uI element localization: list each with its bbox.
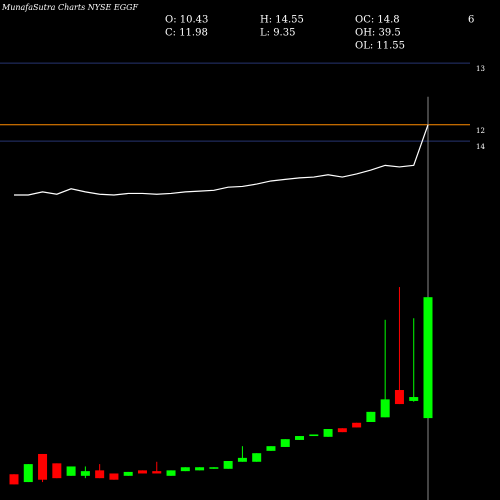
candle-body — [237, 457, 247, 462]
candle-body — [280, 439, 290, 447]
candle-body — [309, 434, 319, 437]
reference-label: 13 — [476, 65, 485, 73]
candle-body — [394, 390, 404, 405]
stat-label: C: 11.98 — [165, 28, 208, 39]
candle-body — [52, 463, 62, 479]
candle-body — [195, 467, 205, 471]
candle-body — [109, 473, 119, 480]
stat-label: L: 9.35 — [260, 28, 295, 39]
stat-label: OL: 11.55 — [355, 41, 405, 52]
stat-label: O: 10.43 — [165, 15, 208, 26]
candle-body — [152, 471, 162, 474]
stat-label: OH: 39.5 — [355, 28, 401, 39]
candle-body — [137, 470, 147, 474]
candle-body — [223, 460, 233, 469]
stat-label: H: 14.55 — [260, 15, 304, 26]
chart-title: MunafaSutra Charts NYSE EGGF — [1, 3, 138, 12]
candle-body — [23, 464, 33, 483]
candle-body — [337, 428, 347, 433]
candle-body — [66, 466, 76, 476]
candle-body — [80, 471, 90, 476]
candle-body — [409, 397, 419, 401]
candle-body — [323, 429, 333, 437]
stat-label: 6 — [468, 15, 474, 26]
candle-body — [423, 297, 433, 419]
candle-body — [38, 453, 48, 480]
candle-body — [352, 422, 362, 428]
candle-body — [252, 453, 262, 462]
candle-body — [366, 411, 376, 422]
candle-body — [380, 399, 390, 418]
stat-label: OC: 14.8 — [355, 15, 400, 26]
candle-body — [295, 436, 305, 440]
candle-body — [123, 471, 133, 476]
reference-label: 14 — [476, 143, 485, 151]
candle-body — [9, 474, 19, 485]
candle-body — [266, 446, 276, 451]
reference-label: 12 — [476, 127, 485, 135]
candle-body — [95, 470, 105, 479]
candle-body — [166, 470, 176, 476]
candle-body — [180, 467, 190, 472]
indicator-line — [14, 124, 429, 196]
candle-body — [209, 467, 219, 469]
